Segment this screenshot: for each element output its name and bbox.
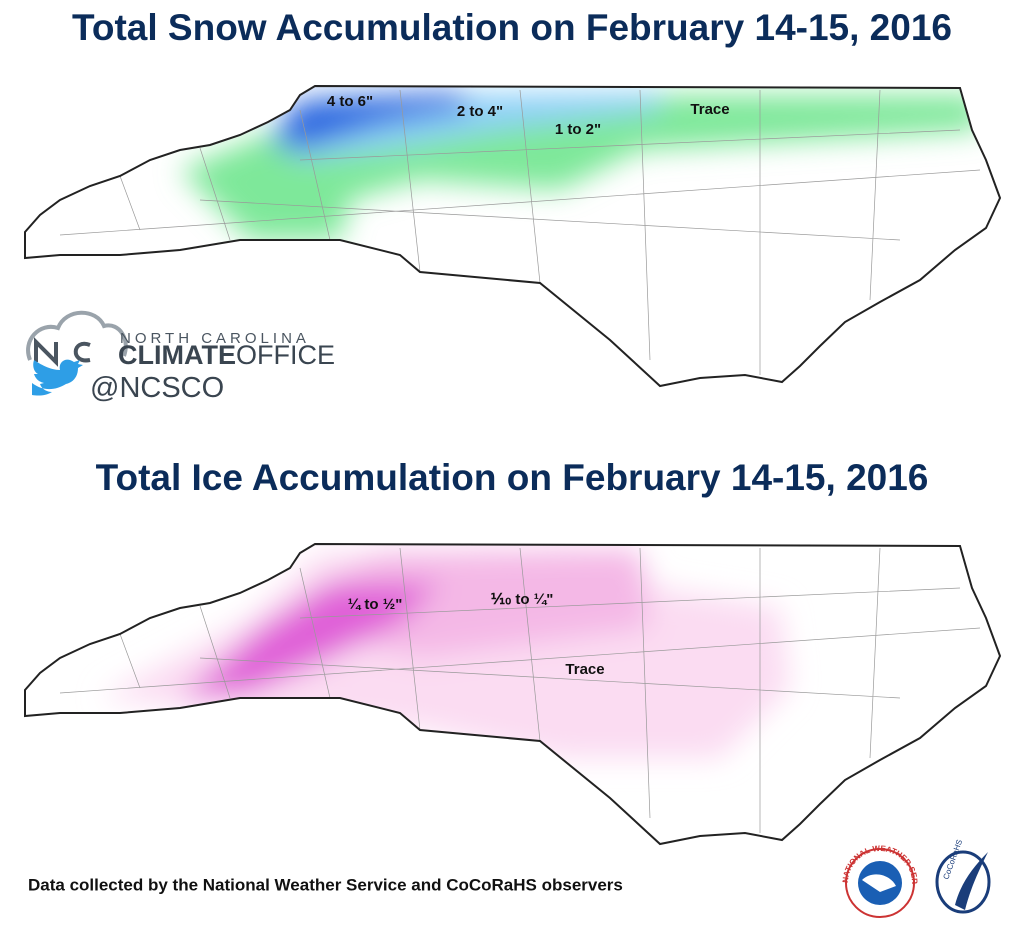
ice-title: Total Ice Accumulation on February 14-15… [96,457,929,498]
cocorahs-logo: CoCoRaHS [935,838,991,914]
logo-text: CLIMATEOFFICE [118,340,335,370]
logo: NORTH CAROLINA CLIMATEOFFICE @NCSCO [26,310,335,404]
snow-map: 4 to 6" 2 to 4" 1 to 2" Trace [24,85,1001,387]
ice-label: ¼ to ½" [348,596,403,613]
ice-label: ⅒ to ¼" [491,591,554,608]
snow-title: Total Snow Accumulation on February 14-1… [72,7,952,48]
snow-label: 1 to 2" [555,121,601,138]
snow-label: 2 to 4" [457,103,503,120]
logo-text: OFFICE [236,340,335,370]
ice-map: ¼ to ½" ⅒ to ¼" Trace [24,543,1001,845]
logo-text: NORTH CAROLINA [120,330,310,347]
snow-label: Trace [690,101,729,118]
snow-label: 4 to 6" [327,93,373,110]
logo-text: CLIMATE [118,340,236,370]
twitter-handle: @NCSCO [90,372,224,404]
footer-note: Data collected by the National Weather S… [28,875,623,894]
ice-label: Trace [565,661,604,678]
